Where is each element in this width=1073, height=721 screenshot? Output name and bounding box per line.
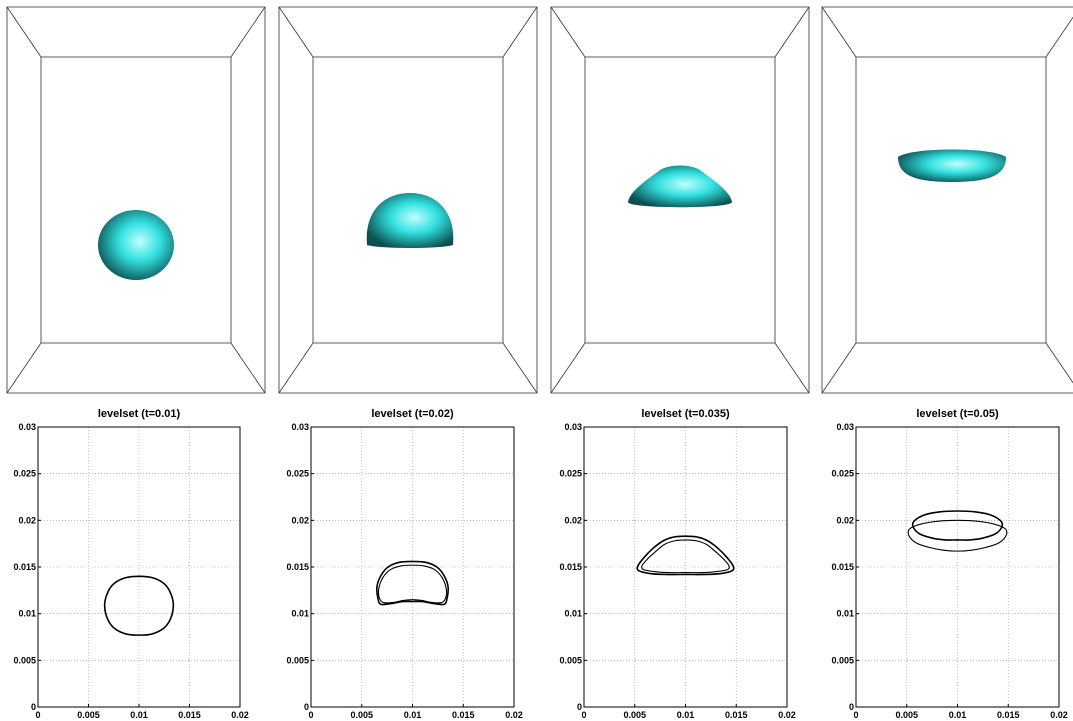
levelset-contour — [636, 535, 735, 576]
levelset-contour — [377, 564, 448, 604]
x-tick-label: 0.015 — [452, 710, 475, 720]
y-tick-label: 0.01 — [291, 609, 309, 619]
y-tick-label: 0.025 — [286, 469, 309, 479]
domain-edge — [502, 6, 538, 58]
x-tick-label: 0 — [35, 710, 40, 720]
render-3d-layer — [6, 6, 1073, 394]
x-tick-label: 0.005 — [623, 710, 646, 720]
levelset-plot: levelset (t=0.05) 0 0.005 0.01 0.015 0.02 0 0.0… — [831, 408, 1067, 720]
y-tick-label: 0.03 — [564, 422, 582, 432]
x-tick-label: 0.02 — [1050, 710, 1068, 720]
x-tick-label: 0.015 — [725, 710, 748, 720]
render-panel — [550, 6, 810, 394]
y-tick-label: 0.025 — [831, 469, 854, 479]
levelset-contour — [103, 575, 175, 636]
levelset-contour — [907, 519, 1008, 552]
y-tick-label: 0.02 — [18, 515, 36, 525]
y-tick-label: 0.03 — [291, 422, 309, 432]
levelset-contour — [376, 560, 449, 606]
levelset-plot: levelset (t=0.02) 0 0.005 0.01 0.015 0.02 0 0.0… — [286, 408, 522, 720]
domain-back-face — [584, 56, 776, 344]
y-tick-label: 0 — [577, 702, 582, 712]
levelset-contour — [641, 539, 730, 574]
x-tick-label: 0 — [581, 710, 586, 720]
y-tick-label: 0 — [31, 702, 36, 712]
y-tick-label: 0 — [304, 702, 309, 712]
domain-edge — [821, 6, 857, 58]
x-tick-label: 0.02 — [231, 710, 249, 720]
y-tick-label: 0.005 — [286, 655, 309, 665]
x-tick-label: 0.015 — [178, 710, 201, 720]
droplet-surface — [366, 193, 454, 248]
domain-edge — [1045, 16, 1073, 58]
levelset-plot: levelset (t=0.01) 0 0.005 0.01 0.015 0.02 0 0.0… — [13, 408, 248, 720]
x-tick-label: 0.015 — [997, 710, 1020, 720]
domain-back-face — [312, 56, 504, 344]
y-tick-label: 0.015 — [559, 562, 582, 572]
y-tick-label: 0.01 — [564, 609, 582, 619]
y-tick-label: 0.015 — [286, 562, 309, 572]
x-tick-label: 0 — [308, 710, 313, 720]
plot-title: levelset (t=0.035) — [641, 408, 730, 420]
y-tick-label: 0.025 — [13, 469, 36, 479]
domain-back-face — [40, 56, 232, 344]
x-tick-label: 0.01 — [404, 710, 422, 720]
y-tick-label: 0.025 — [559, 469, 582, 479]
y-tick-label: 0.02 — [836, 515, 854, 525]
domain-outer-box — [278, 6, 538, 394]
x-tick-label: 0.01 — [130, 710, 148, 720]
domain-edge — [230, 6, 266, 58]
y-tick-label: 0.015 — [831, 562, 854, 572]
y-tick-label: 0.015 — [13, 562, 36, 572]
y-tick-label: 0.02 — [564, 515, 582, 525]
x-tick-label: 0.02 — [778, 710, 796, 720]
y-tick-label: 0.02 — [291, 515, 309, 525]
y-tick-label: 0.005 — [831, 655, 854, 665]
domain-edge — [278, 342, 314, 394]
x-tick-label: 0 — [853, 710, 858, 720]
domain-outer-box — [821, 6, 1073, 394]
droplet-surface — [628, 165, 732, 208]
y-tick-label: 0.03 — [18, 422, 36, 432]
x-tick-label: 0.01 — [677, 710, 695, 720]
levelset-plots-layer: levelset (t=0.01) 0 0.005 0.01 0.015 0.02 0 0.0… — [13, 408, 1067, 720]
domain-outer-box — [550, 6, 810, 394]
domain-edge — [6, 6, 42, 58]
plot-title: levelset (t=0.05) — [916, 408, 999, 420]
droplet-surface — [898, 149, 1006, 182]
y-tick-label: 0 — [849, 702, 854, 712]
domain-edge — [502, 342, 538, 394]
y-tick-label: 0.01 — [18, 609, 36, 619]
levelset-plot: levelset (t=0.035) 0 0.005 0.01 0.015 0.02 0 0.… — [559, 408, 795, 720]
x-tick-label: 0.005 — [350, 710, 373, 720]
plot-title: levelset (t=0.02) — [371, 408, 454, 420]
y-tick-label: 0.005 — [13, 655, 36, 665]
domain-edge — [6, 342, 42, 394]
domain-edge — [278, 6, 314, 58]
y-tick-label: 0.01 — [836, 609, 854, 619]
domain-edge — [774, 6, 810, 58]
domain-back-face — [855, 56, 1047, 344]
domain-edge — [230, 342, 266, 394]
x-tick-label: 0.005 — [895, 710, 918, 720]
domain-edge — [774, 342, 810, 394]
y-tick-label: 0.03 — [836, 422, 854, 432]
domain-edge — [550, 6, 586, 58]
render-panel — [821, 6, 1073, 394]
domain-edge — [550, 342, 586, 394]
domain-edge — [821, 342, 857, 394]
x-tick-label: 0.01 — [949, 710, 967, 720]
levelset-contour — [911, 510, 1004, 541]
x-tick-label: 0.005 — [77, 710, 100, 720]
droplet-surface — [98, 210, 174, 280]
domain-outer-box — [6, 6, 266, 394]
y-tick-label: 0.005 — [559, 655, 582, 665]
domain-edge — [1045, 342, 1073, 384]
render-panel — [278, 6, 538, 394]
plot-title: levelset (t=0.01) — [98, 408, 181, 420]
render-panel — [6, 6, 266, 394]
x-tick-label: 0.02 — [505, 710, 523, 720]
